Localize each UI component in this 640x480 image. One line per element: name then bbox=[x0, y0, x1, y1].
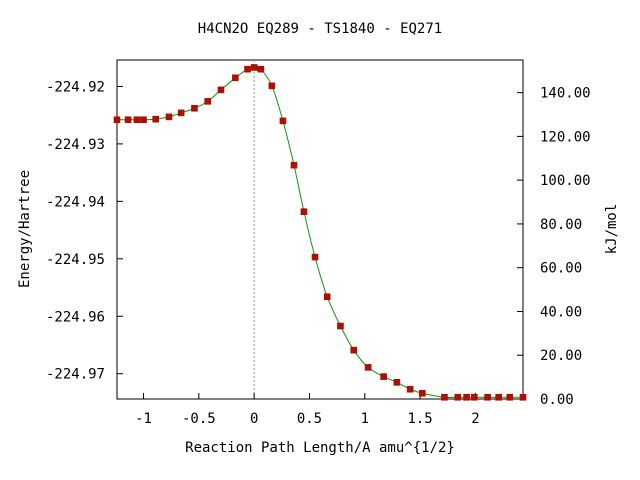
data-point-marker bbox=[152, 115, 160, 123]
data-point-marker bbox=[519, 393, 527, 401]
y-tick-label: -224.92 bbox=[46, 79, 105, 95]
plot-area-frame bbox=[116, 59, 524, 400]
data-point-marker bbox=[463, 393, 470, 401]
y2-tick-label: 60.00 bbox=[540, 261, 582, 277]
data-point-marker bbox=[290, 161, 298, 169]
data-point-marker bbox=[350, 346, 358, 354]
y-tick-label: -224.96 bbox=[46, 309, 105, 325]
data-point-marker bbox=[244, 65, 251, 73]
data-point-marker bbox=[191, 104, 198, 112]
y-tick-label: -224.94 bbox=[46, 194, 105, 210]
y2-tick-label: 20.00 bbox=[540, 348, 582, 364]
y2-tick-label: 120.00 bbox=[540, 129, 591, 145]
chart-title: H4CN2O EQ289 - TS1840 - EQ271 bbox=[198, 21, 442, 37]
data-point-marker bbox=[380, 373, 387, 380]
data-point-marker bbox=[323, 293, 331, 301]
data-point-marker bbox=[311, 253, 319, 261]
x-axis-ticks: -1 -0.5 0 0.5 1 1.5 2 bbox=[135, 393, 480, 427]
data-point-marker bbox=[393, 379, 401, 386]
y2-tick-label: 40.00 bbox=[540, 304, 582, 320]
data-point-marker bbox=[300, 208, 308, 215]
x-tick-label: 1 bbox=[361, 411, 369, 427]
energy-profile-points bbox=[113, 64, 527, 401]
data-point-marker bbox=[232, 74, 239, 82]
data-point-marker bbox=[165, 113, 173, 121]
x-tick-label: 2 bbox=[471, 411, 479, 427]
data-point-marker bbox=[133, 116, 141, 124]
data-point-marker bbox=[250, 64, 258, 71]
x-tick-label: -0.5 bbox=[182, 411, 216, 427]
data-point-marker bbox=[268, 82, 276, 90]
data-point-marker bbox=[124, 116, 132, 124]
data-point-marker bbox=[406, 385, 414, 393]
y-axis-ticks: -224.92 -224.93 -224.94 -224.95 -224.96 -224.… bbox=[46, 79, 123, 383]
data-point-marker bbox=[140, 116, 147, 124]
data-point-marker bbox=[337, 322, 344, 330]
data-point-marker bbox=[279, 117, 287, 125]
y-tick-label: -224.97 bbox=[46, 367, 105, 383]
data-point-marker bbox=[506, 393, 514, 401]
data-point-marker bbox=[441, 393, 448, 401]
y2-tick-label: 140.00 bbox=[540, 86, 591, 102]
data-point-marker bbox=[113, 116, 121, 124]
x-tick-label: 0 bbox=[250, 411, 258, 427]
data-point-marker bbox=[257, 65, 265, 73]
data-point-marker bbox=[484, 393, 491, 401]
data-point-marker bbox=[454, 393, 462, 401]
data-point-marker bbox=[204, 98, 212, 105]
y2-axis-label: kJ/mol bbox=[604, 204, 620, 255]
y-tick-label: -224.95 bbox=[46, 252, 105, 268]
y-tick-label: -224.93 bbox=[46, 137, 105, 153]
y2-tick-label: 80.00 bbox=[540, 217, 582, 233]
x-tick-label: 1.5 bbox=[407, 411, 432, 427]
energy-profile-line bbox=[117, 66, 523, 399]
y2-axis-ticks: 0.00 20.00 40.00 60.00 80.00 100.00 120.00 140.… bbox=[517, 86, 591, 408]
y-axis-label: Energy/Hartree bbox=[17, 170, 33, 288]
data-point-marker bbox=[364, 364, 372, 371]
data-point-marker bbox=[471, 393, 478, 401]
x-tick-label: -1 bbox=[135, 411, 152, 427]
data-point-marker bbox=[419, 389, 426, 397]
x-tick-label: 0.5 bbox=[297, 411, 322, 427]
data-point-marker bbox=[217, 86, 225, 94]
data-point-marker bbox=[495, 393, 502, 401]
x-axis-label: Reaction Path Length/A amu^{1/2} bbox=[185, 440, 455, 456]
y2-tick-label: 0.00 bbox=[540, 392, 574, 408]
y2-tick-label: 100.00 bbox=[540, 173, 591, 189]
data-point-marker bbox=[177, 109, 185, 117]
